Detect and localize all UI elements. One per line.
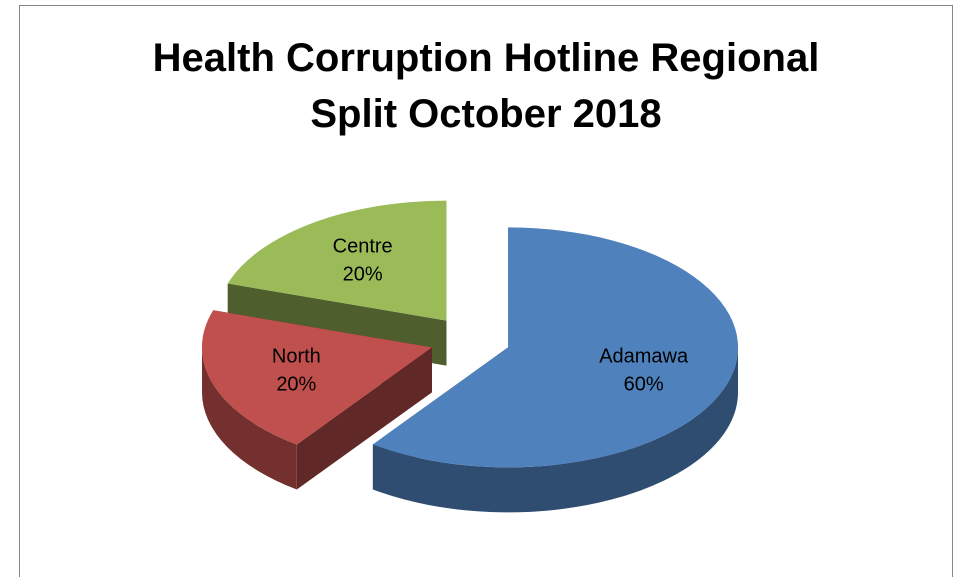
slice (372, 227, 739, 468)
slice-wall (201, 347, 297, 490)
slice-label: Centre (333, 236, 393, 258)
slice (201, 310, 432, 445)
value-label: 20% (343, 264, 383, 286)
chart-title: Health Corruption Hotline Regional Split… (152, 36, 820, 136)
chart-frame (19, 5, 953, 577)
slice (227, 200, 447, 321)
value-label: 60% (624, 374, 664, 396)
value-label: 20% (276, 374, 316, 396)
slice-label: Adamawa (599, 346, 689, 368)
slice-wall (372, 347, 738, 513)
slice-label: North (272, 346, 321, 368)
